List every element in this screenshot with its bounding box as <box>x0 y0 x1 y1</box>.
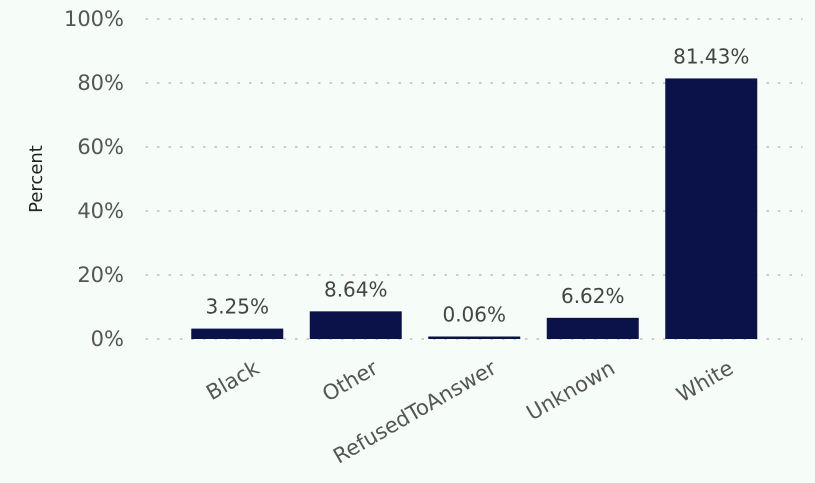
y-tick-label: 0% <box>91 327 124 351</box>
data-labels: 3.25% 8.64% 0.06% 6.62% 81.43% <box>205 44 749 326</box>
y-axis-ticks: 0% 20% 40% 60% 80% 100% <box>64 7 124 351</box>
bar-refusedtoanswer <box>428 336 521 339</box>
bar-other <box>309 311 402 339</box>
y-tick-label: 40% <box>77 199 124 223</box>
data-label-white: 81.43% <box>673 44 749 68</box>
y-axis-title: Percent <box>26 145 47 213</box>
data-label-other: 8.64% <box>324 277 388 301</box>
bar-white <box>665 78 758 339</box>
data-label-unknown: 6.62% <box>561 284 625 308</box>
y-tick-label: 100% <box>64 7 124 31</box>
data-label-black: 3.25% <box>205 295 269 319</box>
y-tick-label: 20% <box>77 263 124 287</box>
x-tick-label: White <box>672 356 737 407</box>
x-tick-label: Black <box>202 355 264 405</box>
bar-black <box>191 328 284 339</box>
x-tick-label: Other <box>318 356 382 407</box>
bars <box>191 78 758 339</box>
bar-unknown <box>546 317 639 339</box>
y-tick-label: 80% <box>77 71 124 95</box>
y-tick-label: 60% <box>77 135 124 159</box>
data-label-refusedtoanswer: 0.06% <box>442 303 506 327</box>
x-tick-label: Unknown <box>522 356 618 426</box>
